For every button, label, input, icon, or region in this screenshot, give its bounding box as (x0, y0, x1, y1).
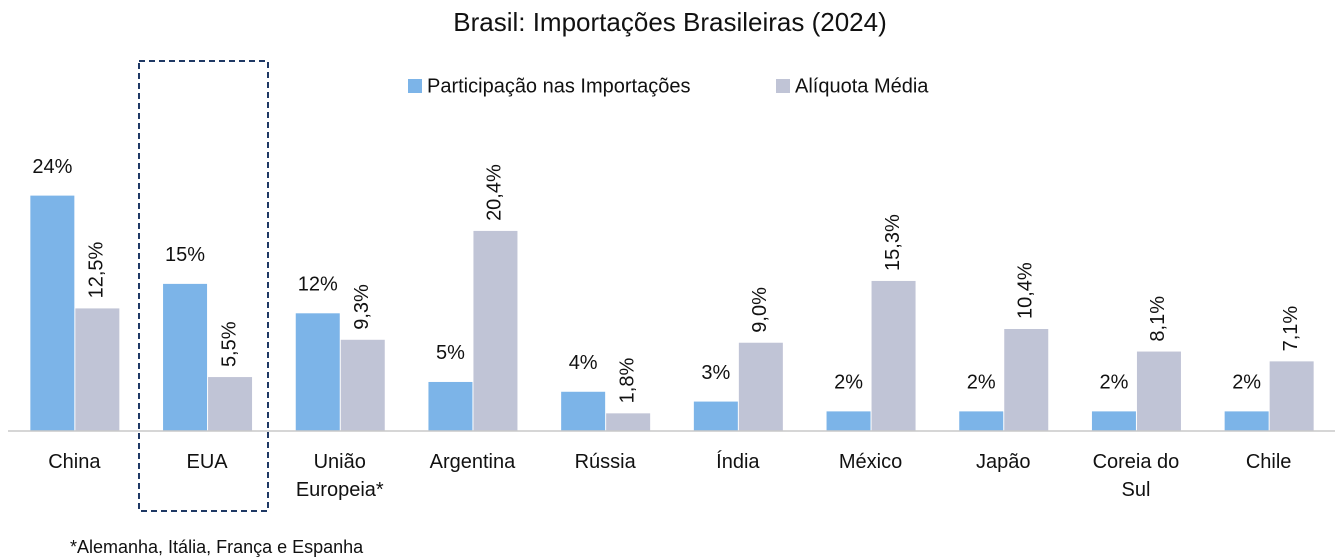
x-tick-label: EUA (186, 451, 228, 473)
footnote: *Alemanha, Itália, França e Espanha (70, 537, 364, 557)
value-label: 20,4% (484, 164, 506, 221)
value-label: 8,1% (1147, 296, 1169, 342)
bar (428, 381, 473, 431)
value-label: 5,5% (218, 321, 240, 367)
value-label: 15,3% (882, 214, 904, 271)
bar (1269, 361, 1314, 431)
bar (826, 411, 871, 431)
bar (738, 342, 783, 431)
value-label: 2% (834, 372, 863, 394)
legend-label: Alíquota Média (795, 75, 929, 97)
value-label: 12,5% (86, 241, 108, 298)
value-label: 15% (165, 244, 205, 266)
bar (1224, 411, 1269, 431)
x-tick-label: China (48, 451, 101, 473)
value-label: 3% (701, 362, 730, 384)
bar (163, 283, 208, 431)
x-tick-label: Chile (1245, 451, 1292, 473)
x-tick-label: Rússia (574, 451, 636, 473)
legend-swatch (776, 79, 790, 93)
value-label: 7,1% (1280, 306, 1302, 352)
x-tick-label: Índia (716, 451, 760, 473)
bar (561, 391, 606, 431)
bar (606, 413, 651, 431)
value-label: 1,8% (616, 358, 638, 404)
bar (208, 377, 253, 431)
bar (871, 280, 916, 431)
bar (1091, 411, 1136, 431)
bar (1136, 351, 1181, 431)
value-label: 2% (1099, 372, 1128, 394)
value-label: 24% (32, 156, 72, 178)
legend-label: Participação nas Importações (427, 75, 690, 97)
value-label: 9,3% (351, 284, 373, 330)
x-tick-label: Japão (976, 451, 1031, 473)
bar (959, 411, 1004, 431)
highlight-box (138, 60, 269, 512)
bar (1004, 329, 1049, 431)
value-label: 12% (298, 274, 338, 296)
chart-title: Brasil: Importações Brasileiras (2024) (453, 7, 887, 37)
value-label: 9,0% (749, 287, 771, 333)
value-label: 5% (436, 342, 465, 364)
bar (693, 401, 738, 431)
value-label: 2% (967, 372, 996, 394)
bar (340, 339, 385, 431)
x-tick-label: Coreia do Sul (1092, 451, 1180, 501)
value-label: 4% (569, 352, 598, 374)
bar (473, 230, 518, 431)
x-tick-label: México (838, 451, 903, 473)
legend-swatch (408, 79, 422, 93)
bar (295, 313, 340, 431)
bar (30, 195, 75, 431)
value-label: 10,4% (1015, 262, 1037, 319)
value-label: 2% (1232, 372, 1261, 394)
x-tick-label: Argentina (429, 451, 516, 473)
bar (75, 308, 120, 431)
x-tick-label: União Europeia* (295, 451, 384, 501)
